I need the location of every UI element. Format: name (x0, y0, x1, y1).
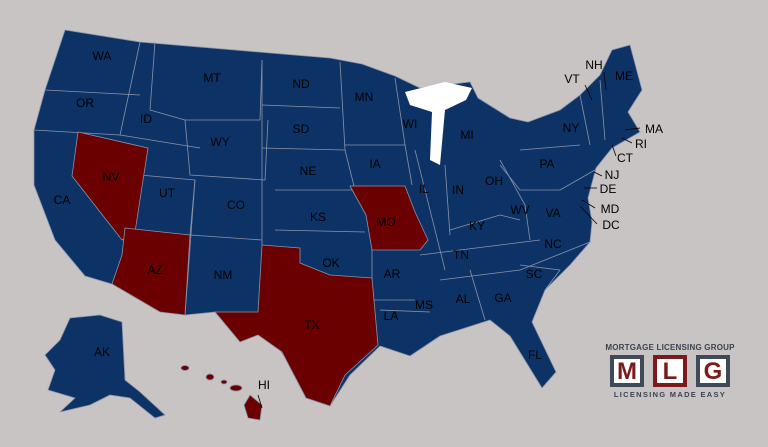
label-vt: VT (564, 72, 580, 86)
label-mi: MI (460, 128, 473, 142)
state-az[interactable] (111, 227, 191, 316)
label-wy: WY (210, 135, 229, 149)
label-tx: TX (304, 318, 319, 332)
label-al: AL (456, 292, 471, 306)
label-ar: AR (384, 267, 401, 281)
label-ky: KY (469, 219, 485, 233)
label-ma: MA (645, 122, 663, 136)
label-ak: AK (94, 345, 110, 359)
label-oh: OH (485, 174, 503, 188)
label-dc: DC (602, 218, 620, 232)
label-md: MD (601, 202, 620, 216)
logo-top-text: MORTGAGE LICENSING GROUP (605, 343, 735, 352)
label-ne: NE (300, 164, 317, 178)
label-hi: HI (258, 378, 270, 392)
label-ct: CT (617, 151, 634, 165)
label-va: VA (545, 206, 560, 220)
leader-lines (257, 71, 641, 409)
logo-letter-m: M (610, 355, 644, 387)
label-de: DE (600, 182, 617, 196)
label-wa: WA (93, 49, 112, 63)
label-in: IN (452, 183, 464, 197)
label-sd: SD (293, 122, 310, 136)
label-nc: NC (544, 237, 562, 251)
label-mt: MT (203, 71, 221, 85)
state-tx[interactable] (214, 244, 379, 407)
label-sc: SC (526, 267, 543, 281)
logo-letter-l: L (653, 355, 687, 387)
state-borders (33, 41, 606, 321)
mlg-logo: MORTGAGE LICENSING GROUP M L G LICENSING… (604, 343, 736, 399)
label-la: LA (384, 309, 399, 323)
label-nj: NJ (605, 168, 620, 182)
label-nh: NH (585, 58, 602, 72)
label-ia: IA (369, 157, 380, 171)
mainland-us (33, 29, 643, 407)
label-ga: GA (494, 291, 511, 305)
label-nv: NV (103, 170, 120, 184)
label-me: ME (615, 69, 633, 83)
label-ok: OK (322, 256, 339, 270)
label-az: AZ (147, 263, 162, 277)
label-ms: MS (415, 298, 433, 312)
label-ut: UT (159, 186, 176, 200)
label-ny: NY (563, 121, 580, 135)
label-il: IL (419, 182, 429, 196)
label-ri: RI (635, 137, 647, 151)
label-ca: CA (54, 193, 71, 207)
label-id: ID (140, 112, 152, 126)
label-or: OR (76, 96, 94, 110)
state-mo[interactable] (349, 185, 429, 251)
label-nd: ND (292, 77, 310, 91)
label-mo: MO (376, 215, 395, 229)
state-hi[interactable] (180, 365, 263, 421)
label-nm: NM (214, 268, 233, 282)
label-co: CO (227, 198, 245, 212)
label-wv: WV (510, 203, 529, 217)
state-ak[interactable] (44, 314, 166, 419)
label-tn: TN (453, 248, 469, 262)
state-labels: WA OR CA ID NV MT WY UT AZ CO NM ND SD N… (54, 49, 663, 392)
label-fl: FL (528, 348, 542, 362)
logo-tagline: LICENSING MADE EASY (613, 390, 727, 399)
logo-letter-g: G (696, 355, 730, 387)
label-pa: PA (539, 157, 554, 171)
lake-michigan (405, 82, 472, 165)
label-ks: KS (310, 210, 326, 224)
label-wi: WI (403, 117, 418, 131)
label-mn: MN (355, 90, 374, 104)
